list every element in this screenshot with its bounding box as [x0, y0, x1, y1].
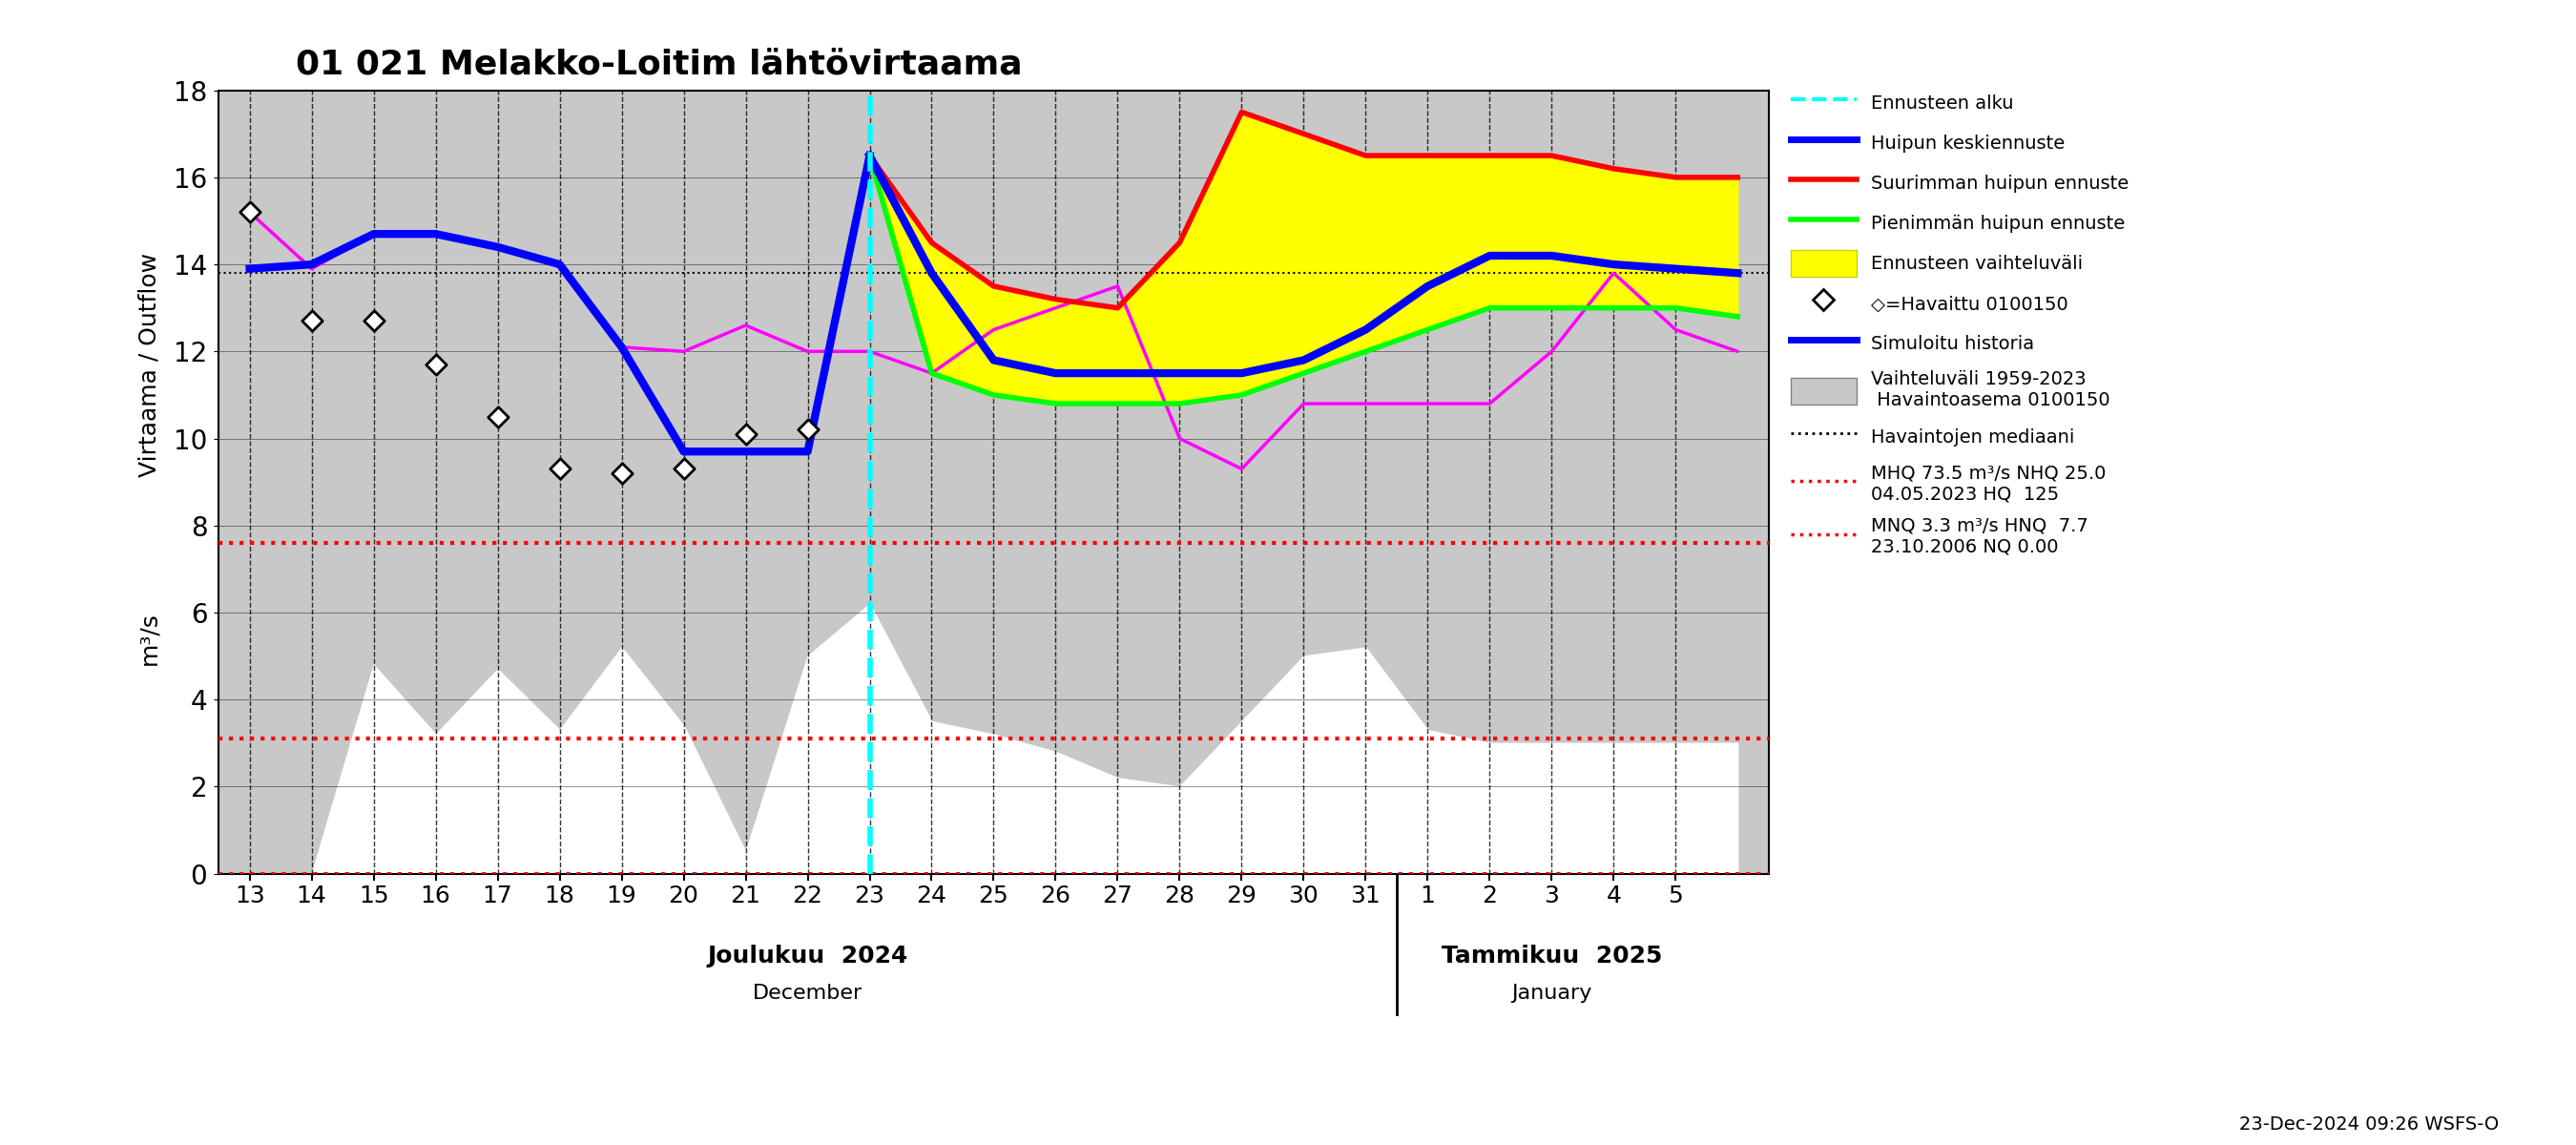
Text: 01 021 Melakko-Loitim lähtövirtaama: 01 021 Melakko-Loitim lähtövirtaama	[296, 48, 1023, 81]
Text: Tammikuu  2025: Tammikuu 2025	[1443, 945, 1662, 968]
Point	[724, 425, 765, 443]
Text: Virtaama / Outflow: Virtaama / Outflow	[137, 252, 160, 476]
Point	[600, 464, 641, 482]
Point	[538, 460, 580, 479]
Point	[662, 460, 703, 479]
Text: 23-Dec-2024 09:26 WSFS-O: 23-Dec-2024 09:26 WSFS-O	[2239, 1115, 2499, 1134]
Legend: Ennusteen alku, Huipun keskiennuste, Suurimman huipun ennuste, Pienimmän huipun : Ennusteen alku, Huipun keskiennuste, Suu…	[1785, 84, 2136, 561]
Text: Joulukuu  2024: Joulukuu 2024	[708, 945, 907, 968]
Text: December: December	[752, 984, 863, 1002]
Point	[477, 408, 518, 426]
Point	[229, 203, 270, 221]
Point	[415, 355, 456, 373]
Point	[788, 420, 829, 439]
Point	[353, 311, 394, 330]
Text: January: January	[1512, 984, 1592, 1002]
Text: m³/s: m³/s	[137, 613, 160, 665]
Point	[291, 311, 332, 330]
